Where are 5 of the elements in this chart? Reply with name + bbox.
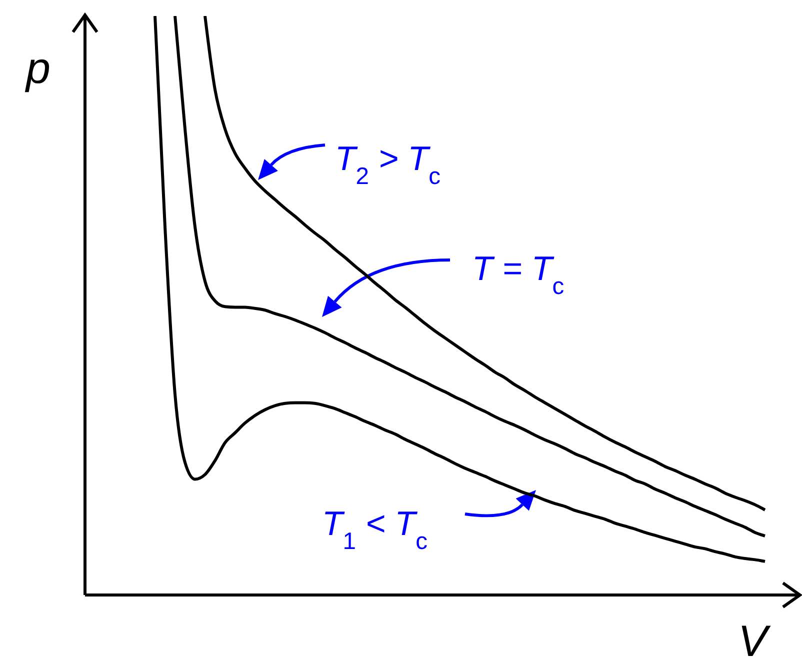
annotation: T = T$_{c}$	[472, 250, 564, 300]
x-axis-title: V	[738, 617, 771, 663]
annotation: T$_{1}$ < T$_{c}$	[322, 505, 428, 554]
y-axis-title: p	[24, 44, 50, 93]
annotation: T$_{2}$ > T$_{c}$	[335, 140, 441, 190]
